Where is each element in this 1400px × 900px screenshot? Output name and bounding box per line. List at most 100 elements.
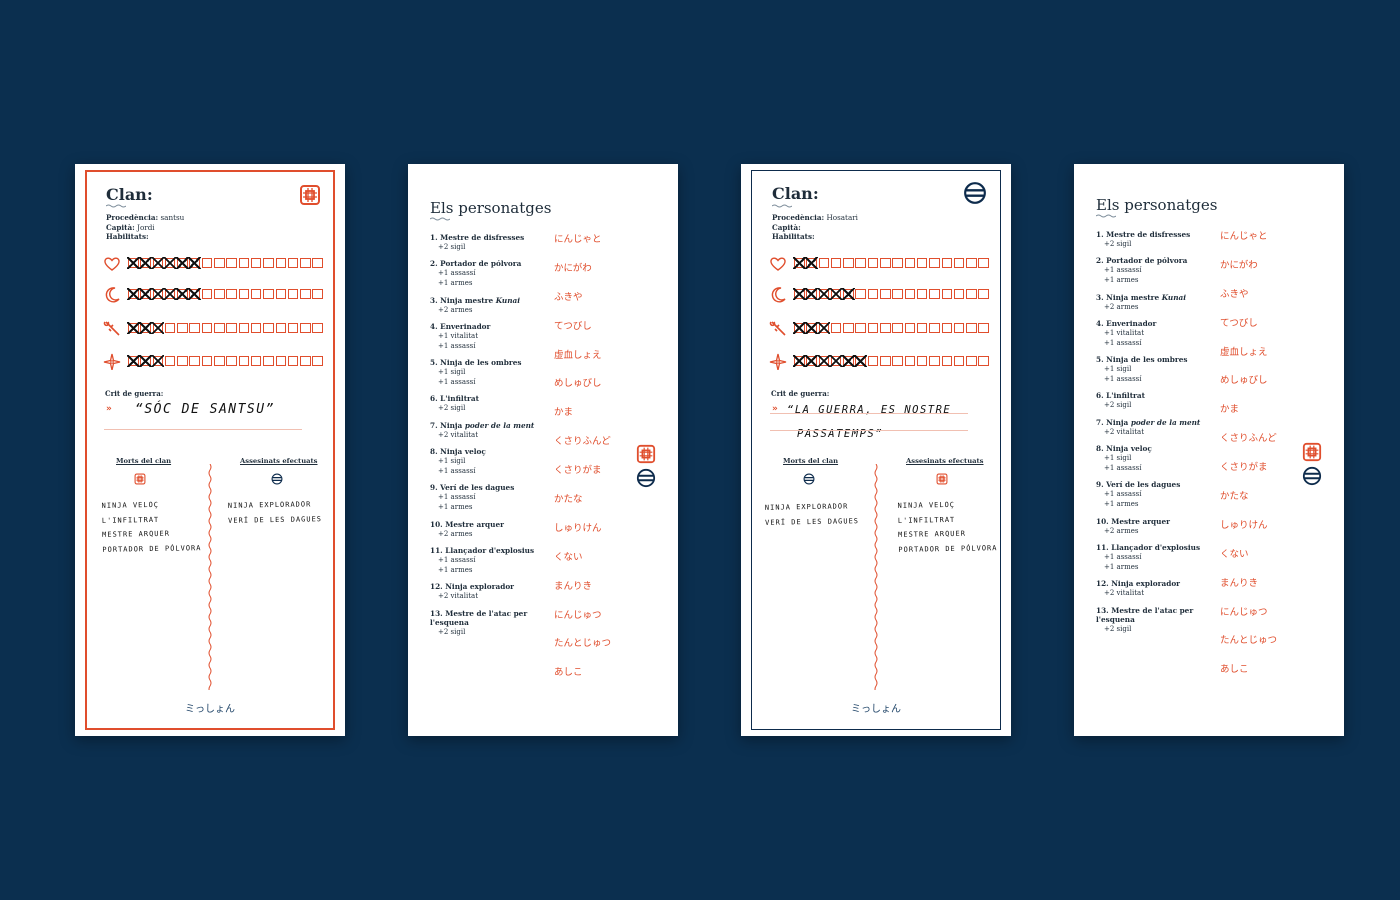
navy-circle-clan-emblem-icon [964, 182, 986, 204]
clan-sheet-card-hosatari: Clan: Procedència: Hosatari Capità: Habi… [741, 164, 1011, 736]
character-bonus: +2 vitalitat [438, 592, 479, 601]
checkbox-empty [263, 288, 274, 300]
checkbox-empty [312, 355, 323, 367]
character-bonus: +1 vitalitat [1104, 328, 1145, 337]
character-item: 10. Mestre arquer +2 armes [1096, 517, 1226, 536]
assassinats-list: NINJA EXPLORADOR VERÍ DE LES DAGUES [227, 500, 323, 525]
character-bonus: +2 sigil [438, 627, 466, 636]
red-square-clan-emblem-icon [636, 444, 656, 464]
checkbox-empty [916, 288, 928, 300]
character-name: 12. Ninja explorador [430, 582, 515, 592]
character-bonus: +1 armes [438, 279, 473, 288]
kana-list: にんじゃと かにがわ ふきや てつびし 虚血しょえ めしゅびし かま くさりふんど くさりがまか… [554, 234, 611, 696]
stealth-track [768, 285, 991, 303]
checkbox-marked [842, 287, 855, 300]
checkbox-empty [855, 322, 866, 334]
clan-meta: Procedència: santsu Capità: Jordi Habili… [106, 213, 185, 241]
character-bonus: +1 assassí [1104, 464, 1142, 473]
character-bonus: +1 assassí [438, 378, 476, 387]
health-track [102, 254, 325, 272]
checkbox-row [793, 354, 991, 367]
checkbox-empty [201, 355, 213, 367]
red-square-clan-emblem-icon [300, 185, 320, 205]
morts-list: NINJA VELOÇ L'INFILTRAT MESTRE ARQUER PORTA… [101, 500, 202, 554]
character-item: 13. Mestre de l'atac per l'esquena +2 sig… [430, 609, 560, 637]
checkbox-empty [275, 257, 287, 269]
checkbox-marked [151, 256, 164, 269]
checkbox-empty [250, 322, 262, 334]
checkbox-empty [287, 288, 299, 300]
checkbox-empty [189, 355, 200, 367]
kana-label: てつびし [554, 320, 592, 332]
checkbox-empty [929, 257, 940, 269]
crit-arrow: » [106, 404, 112, 414]
crit-label: Crit de guerra: [771, 389, 830, 398]
checkbox-marked [805, 354, 818, 367]
character-item: 7. Ninja poder de la ment +2 vitalitat [430, 421, 560, 440]
character-bonus: +1 assassí [438, 341, 476, 350]
kana-label: たんとじゅつ [1220, 635, 1278, 647]
checkbox-marked [188, 256, 201, 269]
kana-label: まんりき [1220, 577, 1259, 589]
character-item: 3. Ninja mestre Kunai +2 armes [1096, 293, 1226, 312]
checkbox-empty [201, 288, 213, 300]
character-name: 6. L'infiltrat [430, 394, 480, 404]
checkbox-empty [238, 322, 250, 334]
character-name: 1. Mestre de disfresses [430, 233, 525, 242]
character-name: 10. Mestre arquer [1096, 516, 1170, 526]
checkbox-empty [263, 355, 274, 367]
checkbox-marked [817, 354, 830, 367]
column-divider-wavy [208, 464, 212, 690]
checkbox-marked [805, 287, 818, 300]
character-bonus: +1 assassí [438, 467, 476, 476]
checkbox-marked [151, 354, 164, 367]
footer-mission: ミっしょん [185, 704, 235, 715]
assassinats-heading: Assesinats efectuats [240, 457, 318, 465]
kunai-icon [103, 321, 120, 336]
kana-label: てつびし [1220, 317, 1258, 329]
checkbox-empty [287, 257, 299, 269]
checkbox-empty [855, 257, 866, 269]
character-bonus: +1 assassí [438, 493, 476, 502]
character-bonus: +2 vitalitat [438, 430, 479, 439]
checkbox-empty [226, 288, 237, 300]
checkbox-row [127, 256, 325, 269]
crit-text-line-2: PASSATEMPS” [797, 428, 884, 440]
morts-list: NINJA EXPLORADOR VERÍ DE LES DAGUES [764, 502, 860, 527]
checkbox-empty [300, 355, 311, 367]
character-name: 8. Ninja veloç [430, 447, 486, 457]
checkbox-empty [916, 322, 928, 334]
character-bonus: +2 sigil [438, 243, 466, 251]
characters-card-2: Els personatges 1. Mestre de disfresses +… [1074, 164, 1344, 736]
checkbox-marked [139, 256, 152, 269]
character-bonus: +2 armes [438, 529, 473, 538]
kana-label: しゅりけん [554, 522, 602, 534]
checkbox-empty [941, 322, 953, 334]
checkbox-empty [843, 322, 854, 334]
shuriken-icon [103, 353, 121, 370]
character-bonus: +1 assassí [1104, 490, 1142, 499]
character-item: 1. Mestre de disfresses +2 sigil [430, 233, 560, 252]
checkbox-empty [916, 355, 928, 367]
character-bonus: +2 armes [1104, 302, 1139, 311]
checkbox-empty [904, 257, 916, 269]
checkbox-empty [177, 322, 188, 334]
character-item: 11. Llançador d'explosius +1 assassí +1 ar… [1096, 543, 1226, 572]
character-bonus: +1 vitalitat [438, 331, 479, 340]
crit-text-line-1: “SÓC DE SANTSU” [135, 402, 275, 417]
crit-rule [104, 429, 302, 430]
character-name: 12. Ninja explorador [1096, 579, 1181, 589]
character-bonus: +1 assassí [438, 555, 476, 564]
character-name: 4. Enverinador [1096, 318, 1157, 328]
character-item: 8. Ninja veloç +1 sigil +1 assassí [430, 447, 560, 476]
character-bonus: +1 assassí [438, 269, 476, 278]
kana-label: ふきや [1220, 288, 1249, 300]
assassin-track [102, 352, 325, 370]
character-name: 3. Ninja mestre Kunai [430, 295, 520, 305]
checkbox-empty [953, 257, 965, 269]
checkbox-marked [829, 287, 842, 300]
checkbox-empty [978, 288, 989, 300]
checkbox-empty [880, 257, 891, 269]
checkbox-marked [151, 287, 164, 300]
checkbox-empty [287, 322, 299, 334]
